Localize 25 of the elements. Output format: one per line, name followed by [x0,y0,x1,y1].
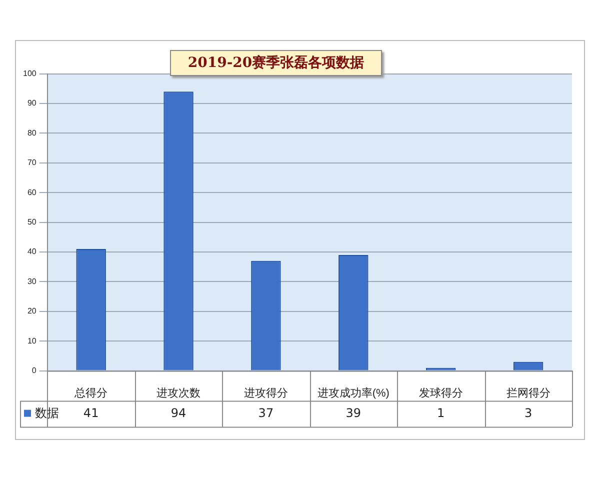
y-tick-label: 0 [32,366,37,376]
data-label: 1 [437,406,445,420]
y-tick-label: 80 [27,128,37,138]
y-tick-label: 100 [22,69,37,78]
data-label: 39 [346,406,362,420]
data-label: 37 [258,406,274,420]
x-tick-label: 总得分 [74,386,108,400]
y-tick-label: 50 [27,218,37,227]
y-tick-label: 40 [27,247,37,256]
y-tick-label: 10 [27,336,37,346]
y-tick-label: 60 [27,188,37,197]
data-label: 41 [83,406,99,420]
y-tick-label: 30 [27,276,37,286]
y-tick-label: 70 [27,158,37,168]
x-tick-label: 拦网得分 [506,386,550,400]
x-tick-label: 发球得分 [418,386,463,400]
data-label: 3 [524,406,532,420]
x-tick-label: 进攻次数 [156,386,201,400]
x-tick-label: 进攻成功率(%) [317,386,390,400]
y-tick-label: 20 [27,306,37,316]
chart-title: 2019-20赛季张磊各项数据 [170,50,382,76]
legend-label: 数据 [35,406,59,420]
data-label: 94 [170,406,186,420]
y-tick-label: 90 [27,98,37,108]
x-tick-label: 进攻得分 [244,386,288,400]
